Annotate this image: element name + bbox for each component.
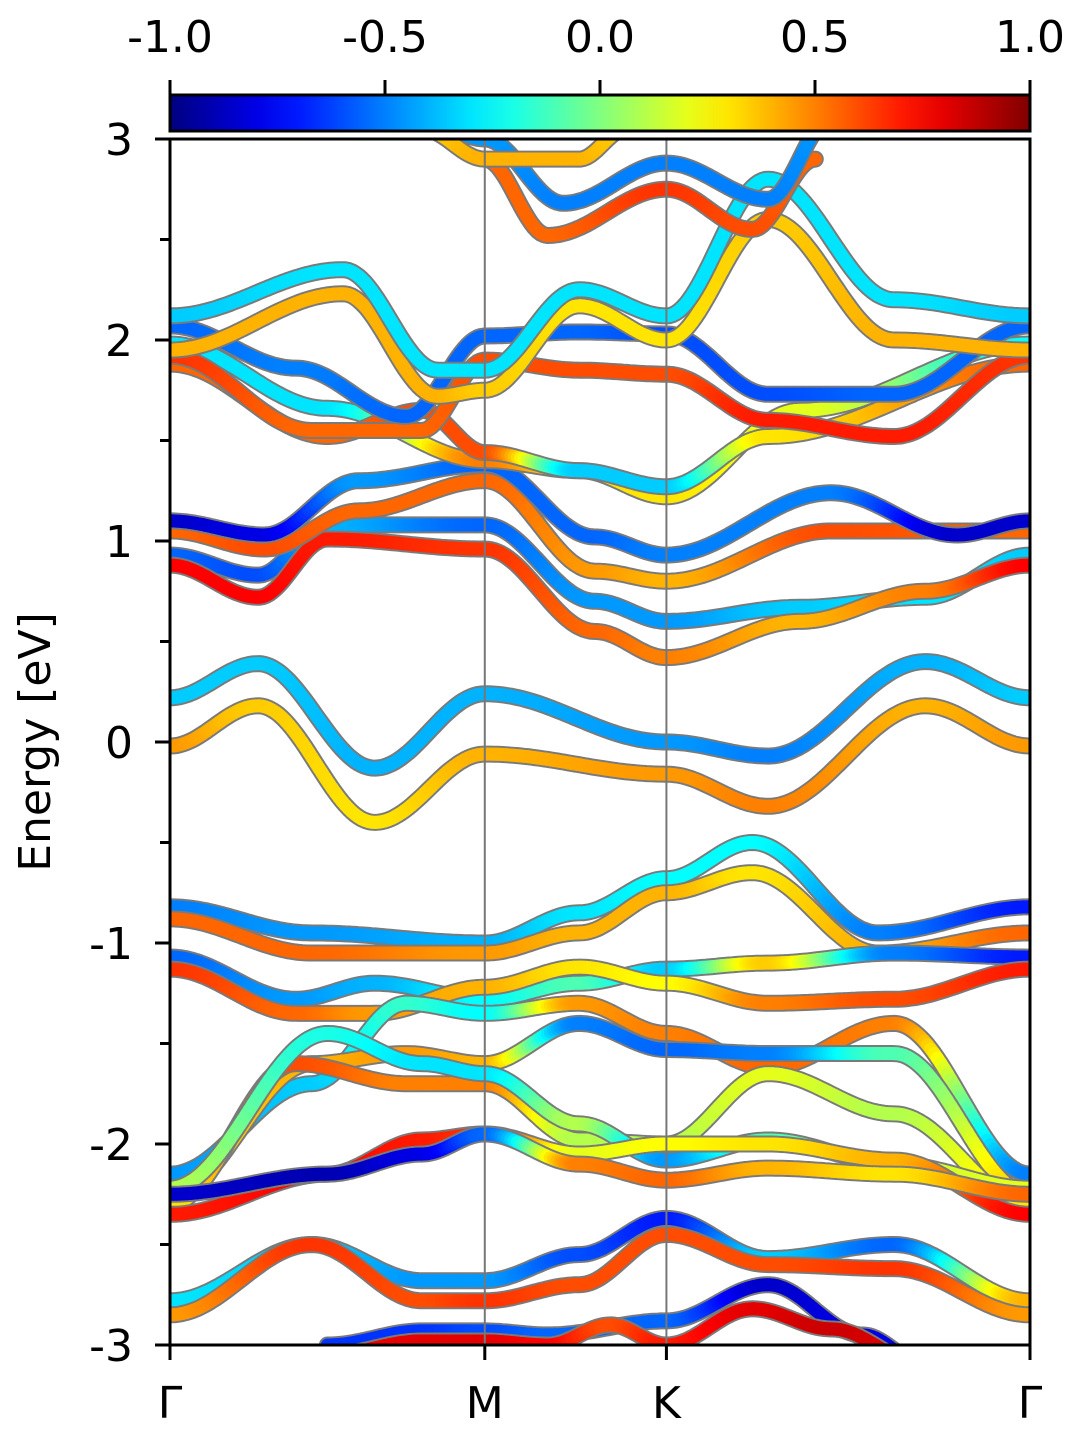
band-segment: [461, 133, 464, 135]
band-series: [422, 129, 627, 159]
band-segment: [812, 159, 815, 160]
band-segment: [465, 134, 468, 135]
band-segment: [811, 132, 814, 137]
band-structure-chart: -1.0 -0.5 0.0 0.5 1.0 -3 -2 -1 0 1 2 3 ΓMKΓ Energy…: [0, 0, 1080, 1440]
band-lines: [170, 119, 1030, 1365]
band-segment: [468, 136, 471, 137]
colorbar-tick-label: -0.5: [342, 12, 428, 63]
colorbar-tick-label: 0.5: [780, 12, 850, 63]
band-segment: [610, 134, 613, 137]
colorbar-gradient: [170, 95, 1030, 131]
band-structure-plot: -1.0 -0.5 0.0 0.5 1.0 -3-2-10123 ΓMKΓ Energy…: [0, 0, 1080, 1440]
colorbar-ticks: -1.0 -0.5 0.0 0.5 1.0: [127, 12, 1065, 95]
colorbar-tick-label: -1.0: [127, 12, 213, 63]
colorbar-tick-label: 0.0: [565, 12, 635, 63]
colorbar-tick-label: 1.0: [995, 12, 1065, 63]
colorbar: -1.0 -0.5 0.0 0.5 1.0: [127, 12, 1065, 131]
band-segment: [438, 134, 441, 136]
